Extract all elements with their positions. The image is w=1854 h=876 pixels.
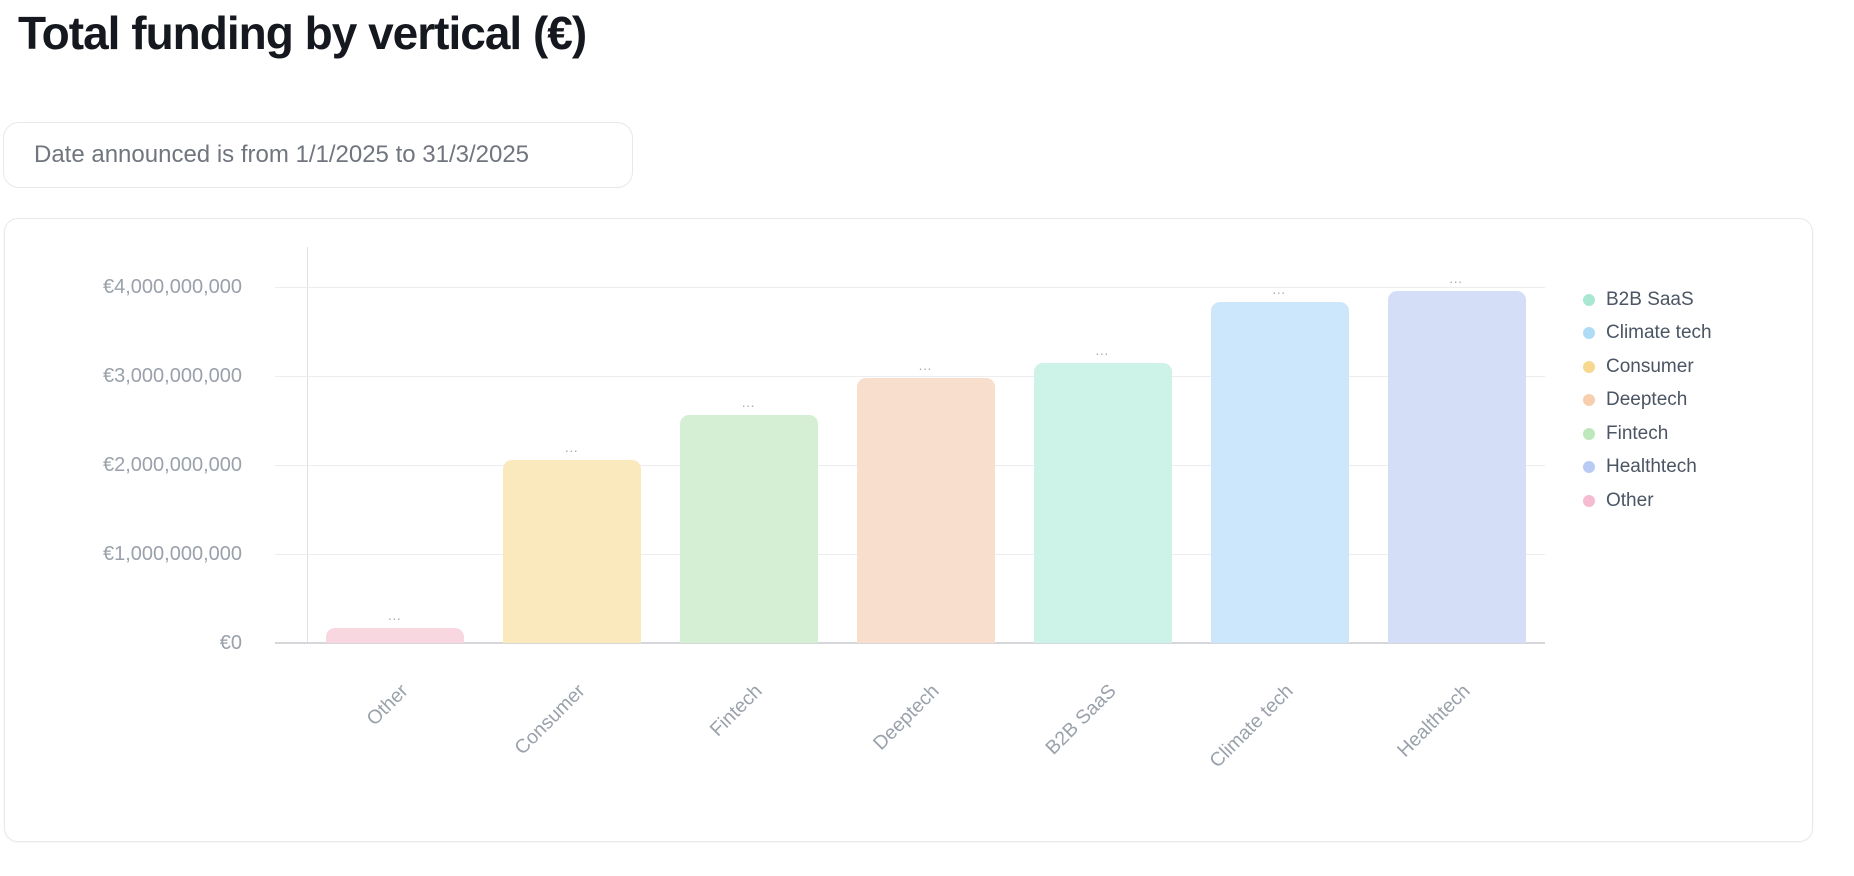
legend-item-climate-tech[interactable]: Climate tech bbox=[1583, 317, 1712, 351]
bar-value-label: … bbox=[741, 394, 758, 410]
bar-fintech[interactable] bbox=[680, 415, 819, 643]
page-title: Total funding by vertical (€) bbox=[18, 7, 587, 59]
legend-dot-icon bbox=[1583, 293, 1595, 306]
legend-dot-icon bbox=[1583, 327, 1595, 340]
date-filter-label: Date announced is from 1/1/2025 to 31/3/… bbox=[34, 141, 530, 168]
gridline bbox=[275, 376, 1545, 377]
legend-item-label: Deeptech bbox=[1606, 389, 1688, 411]
legend-dot-icon bbox=[1583, 461, 1595, 474]
bar-value-label: … bbox=[1448, 270, 1465, 286]
y-axis-tick-label: €4,000,000,000 bbox=[102, 276, 242, 298]
bar-b2b-saas[interactable] bbox=[1033, 363, 1172, 643]
y-axis-tick-label: €0 bbox=[219, 632, 242, 654]
legend-item-healthtech[interactable]: Healthtech bbox=[1583, 451, 1712, 485]
legend-item-fintech[interactable]: Fintech bbox=[1583, 417, 1712, 451]
bar-value-label: … bbox=[918, 357, 934, 373]
gridline bbox=[275, 642, 1545, 644]
bar-other[interactable] bbox=[326, 628, 465, 643]
bar-value-label: … bbox=[564, 439, 581, 455]
bar-value-label: … bbox=[1094, 342, 1111, 358]
bar-climate-tech[interactable] bbox=[1210, 302, 1349, 643]
legend-item-label: Healthtech bbox=[1606, 456, 1697, 478]
legend-item-other[interactable]: Other bbox=[1583, 484, 1712, 518]
bar-consumer[interactable] bbox=[503, 460, 642, 643]
bar-value-label: … bbox=[1271, 281, 1288, 297]
legend-item-deeptech[interactable]: Deeptech bbox=[1583, 384, 1712, 418]
legend-dot-icon bbox=[1583, 360, 1595, 373]
legend-dot-icon bbox=[1583, 427, 1595, 440]
bar-deeptech[interactable] bbox=[857, 378, 995, 643]
bar-value-label: … bbox=[387, 607, 404, 623]
legend-dot-icon bbox=[1583, 494, 1595, 507]
y-axis-tick-label: €2,000,000,000 bbox=[102, 454, 242, 476]
bar-healthtech[interactable] bbox=[1387, 291, 1526, 643]
legend-item-label: Fintech bbox=[1606, 422, 1669, 444]
legend-item-label: B2B SaaS bbox=[1606, 288, 1694, 310]
y-axis-line bbox=[307, 247, 308, 643]
y-axis-tick-label: €3,000,000,000 bbox=[102, 365, 242, 387]
legend-item-label: Other bbox=[1606, 489, 1654, 511]
legend-item-label: Consumer bbox=[1606, 355, 1694, 377]
date-filter-chip[interactable]: Date announced is from 1/1/2025 to 31/3/… bbox=[3, 122, 633, 188]
chart-legend: B2B SaaS Climate tech Consumer Deeptech Fint… bbox=[1583, 283, 1712, 518]
gridline bbox=[275, 287, 1545, 288]
y-axis-tick-label: €1,000,000,000 bbox=[102, 543, 242, 565]
legend-item-label: Climate tech bbox=[1606, 322, 1712, 344]
legend-dot-icon bbox=[1583, 394, 1595, 407]
legend-item-consumer[interactable]: Consumer bbox=[1583, 350, 1712, 384]
legend-item-b2b-saas[interactable]: B2B SaaS bbox=[1583, 283, 1712, 317]
